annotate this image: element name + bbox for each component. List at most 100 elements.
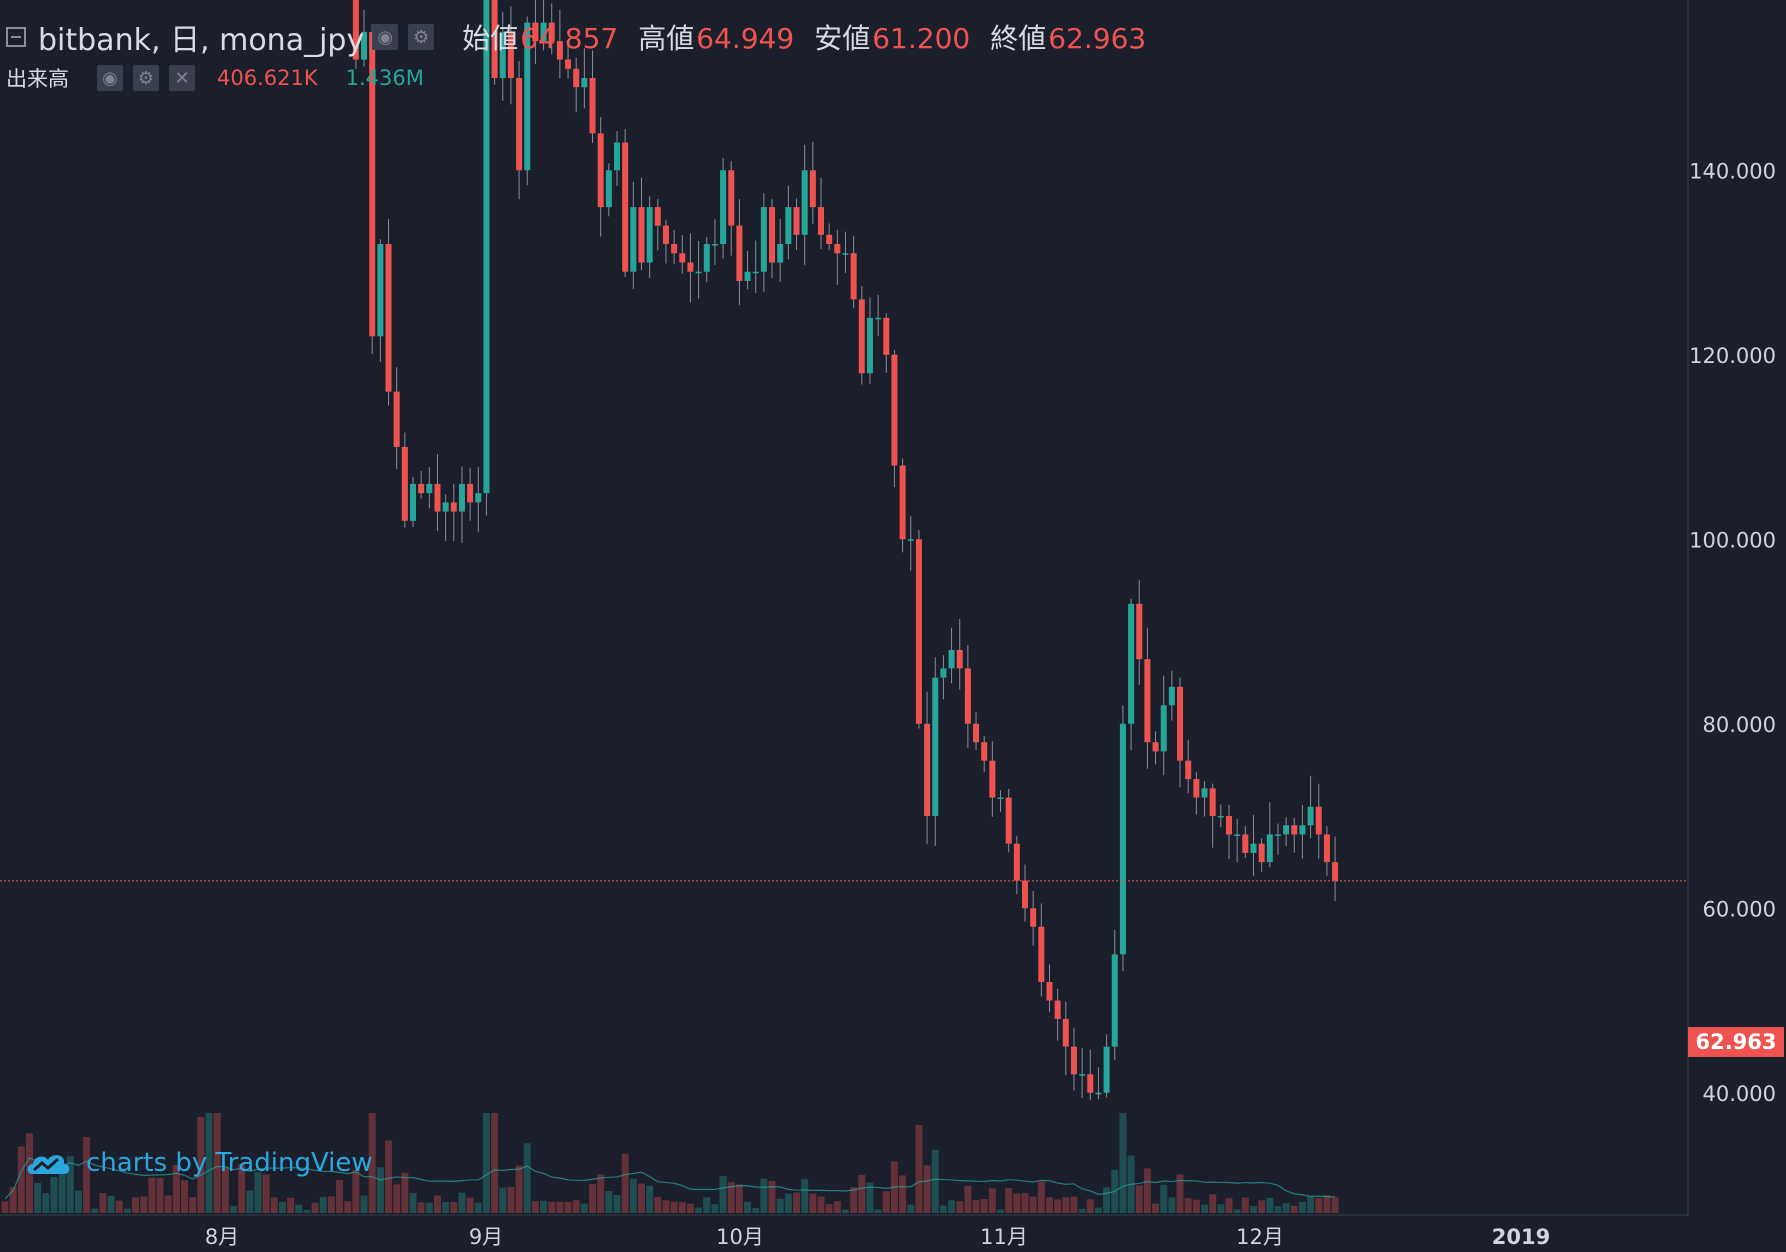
- volume-bar: [148, 1177, 156, 1213]
- volume-settings-gear-icon[interactable]: ⚙: [133, 65, 159, 91]
- candle-body: [989, 760, 996, 798]
- volume-bar: [1282, 1203, 1290, 1213]
- volume-bar: [629, 1178, 637, 1213]
- candle-body: [646, 207, 653, 263]
- volume-bar: [42, 1193, 50, 1213]
- price-axis: 40.00060.00080.000100.000120.000140.0001…: [1689, 159, 1776, 1106]
- volume-bar: [1233, 1209, 1241, 1213]
- volume-bar: [572, 1200, 580, 1213]
- candle-body: [1111, 954, 1118, 1047]
- volume-bar: [1274, 1206, 1282, 1213]
- volume-bar: [229, 1205, 237, 1213]
- candle-body: [1144, 659, 1151, 743]
- candle-body: [458, 483, 465, 512]
- candle-body: [842, 253, 849, 255]
- volume-bar: [401, 1172, 409, 1213]
- candle-body: [1168, 686, 1175, 706]
- candle-body: [1258, 843, 1265, 863]
- candle-body: [973, 723, 980, 743]
- volume-bar: [597, 1174, 605, 1213]
- candle-body: [1299, 825, 1306, 835]
- volume-bar: [564, 1202, 572, 1213]
- volume-bar: [474, 1202, 482, 1213]
- candle-body: [630, 207, 637, 272]
- volume-bar: [254, 1172, 262, 1213]
- high-value: 高値64.949: [638, 22, 795, 55]
- volume-bar: [817, 1196, 825, 1213]
- candle-body: [850, 253, 857, 300]
- price-axis-label: 100.000: [1689, 528, 1776, 552]
- candle-body: [556, 41, 563, 60]
- volume-bar: [115, 1200, 123, 1213]
- volume-bar: [205, 1113, 213, 1213]
- volume-bar: [360, 1195, 368, 1213]
- visibility-eye-icon[interactable]: ◉: [372, 24, 399, 50]
- candle-body: [948, 649, 955, 669]
- candle-body: [728, 170, 735, 226]
- branding-text: charts by TradingView: [86, 1148, 373, 1178]
- volume-bar: [589, 1183, 597, 1213]
- volume-bar: [1005, 1188, 1013, 1213]
- candle-body: [1022, 880, 1028, 909]
- volume-ma-value: 1.436M: [345, 66, 424, 90]
- volume-bar: [605, 1191, 613, 1213]
- volume-bar: [939, 1205, 947, 1213]
- volume-label[interactable]: 出来高: [6, 67, 69, 91]
- tradingview-branding[interactable]: charts by TradingView: [24, 1148, 373, 1178]
- volume-bar: [287, 1197, 295, 1213]
- volume-bar: [670, 1201, 678, 1213]
- price-axis-label: 60.000: [1703, 897, 1776, 921]
- volume-bar: [833, 1201, 841, 1213]
- candle-body: [393, 391, 400, 447]
- candle-body: [540, 22, 547, 42]
- candle-body: [834, 244, 841, 254]
- candle-body: [801, 170, 808, 235]
- volume-bar: [1266, 1197, 1274, 1213]
- volume-bar: [980, 1199, 988, 1213]
- price-axis-label: 80.000: [1703, 713, 1776, 737]
- volume-legend: 出来高 ◉ ⚙ ✕ 406.621K 1.436M: [6, 62, 424, 94]
- volume-bar: [1054, 1199, 1062, 1213]
- candle-body: [760, 207, 767, 272]
- settings-gear-icon[interactable]: ⚙: [408, 24, 435, 50]
- volume-bar: [238, 1164, 246, 1213]
- candle-body: [1070, 1046, 1077, 1075]
- volume-visibility-eye-icon[interactable]: ◉: [97, 65, 123, 91]
- volume-bar: [637, 1183, 645, 1213]
- volume-bar: [907, 1204, 915, 1213]
- volume-bar: [499, 1187, 507, 1213]
- volume-bars: [1, 1113, 1339, 1213]
- close-value: 終値62.963: [990, 22, 1147, 55]
- symbol-title[interactable]: bitbank, 日, mona_jpy: [38, 23, 365, 58]
- candle-body: [410, 483, 416, 521]
- volume-bar: [91, 1208, 99, 1213]
- candle-body: [1274, 834, 1281, 836]
- volume-bar: [654, 1196, 662, 1213]
- volume-bar: [74, 1190, 82, 1213]
- volume-bar: [221, 1167, 229, 1213]
- volume-bar: [450, 1201, 458, 1213]
- volume-close-icon[interactable]: ✕: [169, 65, 195, 91]
- volume-bar: [735, 1184, 743, 1213]
- volume-bar: [1241, 1197, 1249, 1213]
- volume-bar: [760, 1178, 768, 1213]
- volume-bar: [262, 1174, 270, 1213]
- collapse-legend-icon[interactable]: [6, 27, 26, 47]
- candle-body: [1315, 806, 1322, 835]
- volume-bar: [385, 1140, 393, 1213]
- volume-bar: [189, 1197, 197, 1213]
- volume-bar: [1152, 1203, 1160, 1213]
- volume-bar: [278, 1201, 286, 1213]
- volume-bar: [213, 1113, 221, 1213]
- candle-body: [516, 78, 523, 171]
- candle-body: [442, 502, 449, 512]
- candle-body: [548, 22, 555, 42]
- candle-body: [883, 317, 890, 355]
- candle-body: [369, 31, 376, 337]
- volume-bar: [66, 1156, 74, 1213]
- volume-bar: [311, 1202, 319, 1213]
- volume-bar: [703, 1197, 711, 1213]
- volume-moving-average-line: [4, 1157, 1336, 1200]
- volume-bar: [899, 1175, 907, 1213]
